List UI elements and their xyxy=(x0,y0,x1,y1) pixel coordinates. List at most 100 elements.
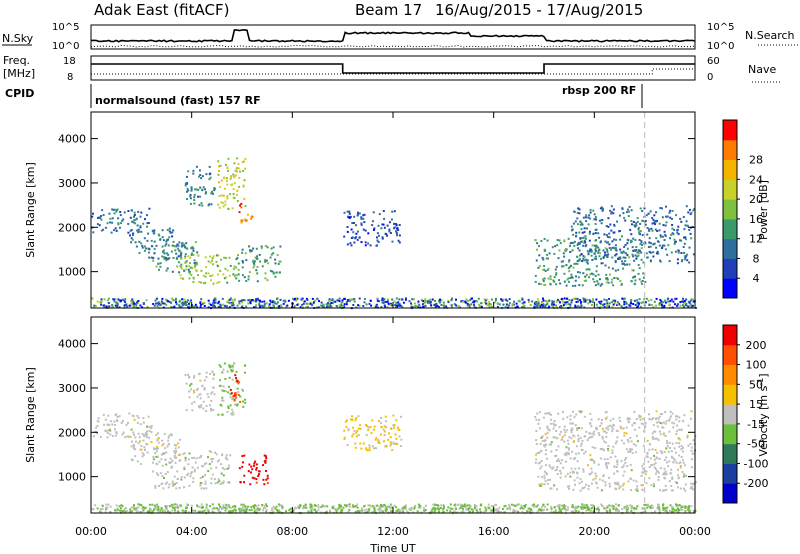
ground-scatter-point xyxy=(413,507,416,510)
scatter-point xyxy=(673,228,676,231)
ground-scatter-point xyxy=(488,302,491,305)
scatter-point xyxy=(239,170,242,173)
ground-scatter-point xyxy=(672,507,675,510)
scatter-point xyxy=(572,222,575,225)
scatter-point xyxy=(636,489,639,492)
ground-scatter-point xyxy=(254,508,257,511)
ground-scatter-point xyxy=(520,504,523,507)
scatter-point xyxy=(157,262,160,265)
ground-scatter-point xyxy=(167,510,169,513)
scatter-point xyxy=(594,232,597,235)
ground-scatter-point xyxy=(217,302,220,305)
scatter-point xyxy=(662,224,665,227)
ground-scatter-point xyxy=(332,505,335,508)
scatter-point xyxy=(127,222,130,225)
ground-scatter-point xyxy=(370,304,373,307)
ground-scatter-point xyxy=(261,300,264,303)
scatter-point xyxy=(612,284,615,287)
ground-scatter-point xyxy=(338,297,341,300)
ground-scatter-point xyxy=(485,302,488,305)
ground-scatter-point xyxy=(664,507,667,510)
ground-scatter-point xyxy=(331,507,334,509)
scatter-point xyxy=(399,445,402,447)
ground-scatter-point xyxy=(662,508,665,511)
ground-scatter-point xyxy=(423,506,425,509)
scatter-point xyxy=(583,452,585,455)
ground-scatter-point xyxy=(190,299,192,302)
scatter-point xyxy=(265,259,268,262)
scatter-point xyxy=(543,250,546,252)
scatter-point xyxy=(229,404,232,407)
ground-scatter-point xyxy=(331,299,334,301)
scatter-point xyxy=(611,256,614,259)
freq-label-top: Freq. xyxy=(3,54,30,67)
ground-scatter-point xyxy=(301,297,304,300)
ground-scatter-point xyxy=(310,505,313,508)
scatter-point xyxy=(383,217,386,220)
scatter-point xyxy=(619,280,622,282)
scatter-point xyxy=(232,397,235,400)
scatter-point xyxy=(549,283,552,286)
scatter-point xyxy=(547,428,550,431)
ground-scatter-point xyxy=(214,298,217,301)
ground-scatter-point xyxy=(337,507,340,510)
scatter-point xyxy=(196,395,199,398)
scatter-point xyxy=(186,198,188,200)
scatter-point xyxy=(204,188,206,191)
ground-scatter-point xyxy=(278,504,281,507)
scatter-point xyxy=(661,413,664,416)
scatter-point xyxy=(662,432,665,435)
ground-scatter-point xyxy=(606,510,609,513)
scatter-point xyxy=(623,434,626,437)
scatter-point xyxy=(171,244,174,247)
scatter-point xyxy=(171,270,174,273)
scatter-point xyxy=(582,255,585,257)
scatter-point xyxy=(637,249,640,251)
ground-scatter-point xyxy=(178,304,181,307)
scatter-point xyxy=(558,249,561,252)
ground-scatter-point xyxy=(219,304,222,307)
scatter-point xyxy=(683,414,686,417)
colorbar-tick-label: 200 xyxy=(746,339,767,352)
scatter-point xyxy=(220,384,223,387)
ground-scatter-point xyxy=(585,509,588,512)
scatter-point xyxy=(106,436,109,439)
ground-scatter-point xyxy=(449,510,452,513)
ground-scatter-point xyxy=(311,304,314,307)
ground-scatter-point xyxy=(320,301,323,304)
scatter-point xyxy=(669,237,671,240)
colorbar-tick-label: 12 xyxy=(749,233,763,246)
scatter-point xyxy=(650,227,653,230)
scatter-point xyxy=(118,415,121,418)
ground-scatter-point xyxy=(679,304,682,307)
scatter-point xyxy=(645,470,648,473)
scatter-point xyxy=(589,208,592,211)
scatter-point xyxy=(212,457,215,460)
scatter-point xyxy=(581,231,584,234)
scatter-point xyxy=(544,412,547,415)
scatter-point xyxy=(540,240,543,242)
ground-scatter-point xyxy=(100,298,103,301)
scatter-point xyxy=(128,412,131,415)
scatter-point xyxy=(588,436,591,439)
scatter-point xyxy=(537,475,540,478)
ground-scatter-point xyxy=(277,510,280,513)
scatter-point xyxy=(546,431,549,434)
ground-scatter-point xyxy=(472,304,475,306)
ground-scatter-point xyxy=(577,305,580,308)
scatter-point xyxy=(218,384,221,387)
scatter-point xyxy=(680,239,683,242)
scatter-point xyxy=(367,232,370,235)
ground-scatter-point xyxy=(611,305,614,308)
scatter-point xyxy=(179,274,182,277)
scatter-point xyxy=(270,247,273,250)
scatter-point xyxy=(576,429,579,431)
scatter-point xyxy=(243,481,245,484)
scatter-point xyxy=(231,366,234,369)
scatter-point xyxy=(597,252,600,254)
colorbar-segment xyxy=(723,325,737,346)
ground-scatter-point xyxy=(531,504,534,507)
ground-scatter-point xyxy=(317,306,320,309)
scatter-point xyxy=(138,436,141,439)
scatter-point xyxy=(238,467,241,470)
